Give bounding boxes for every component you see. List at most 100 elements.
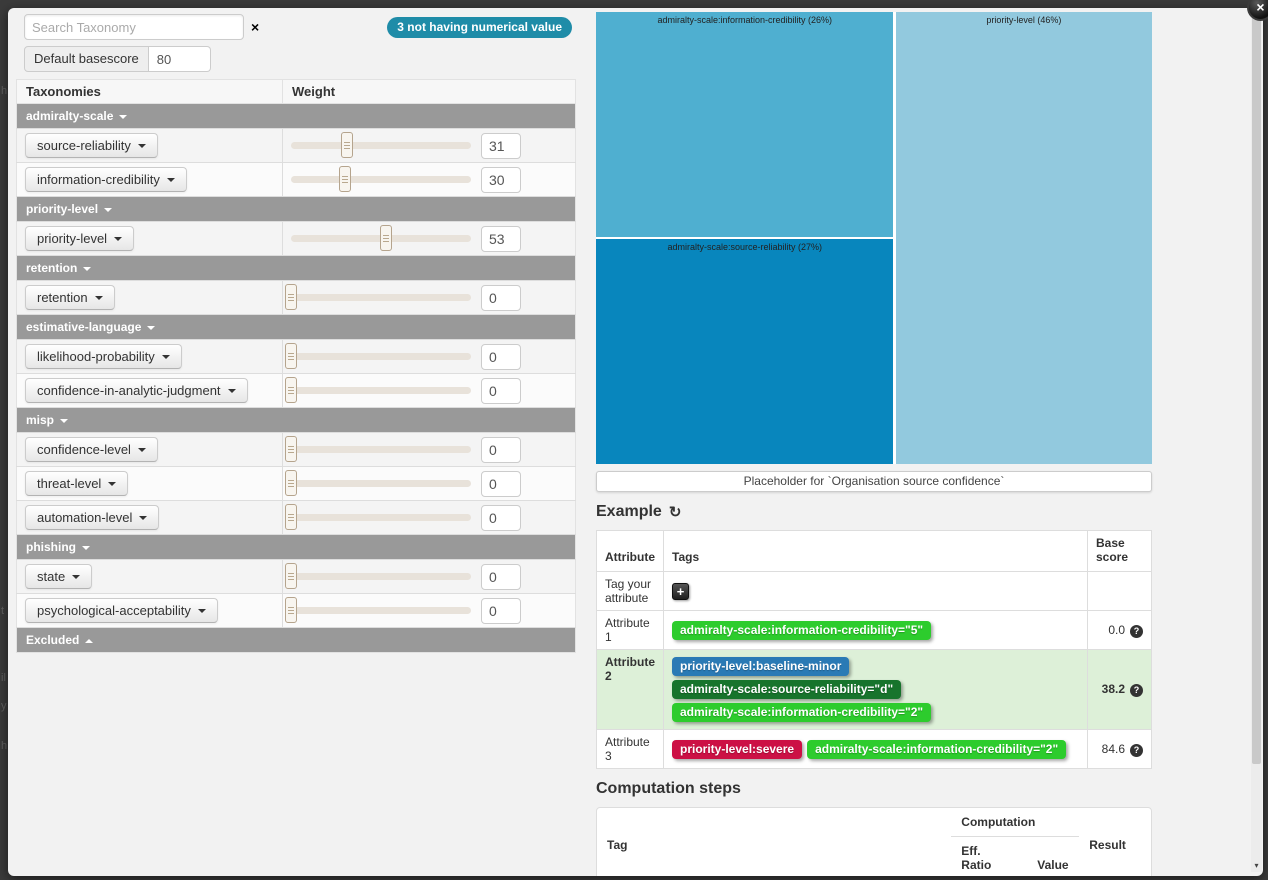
weight-input[interactable] <box>481 132 521 159</box>
question-circle-icon[interactable]: ? <box>1130 743 1143 757</box>
slider-handle[interactable] <box>285 436 297 462</box>
refresh-icon[interactable]: ↻ <box>668 504 682 521</box>
slider-handle[interactable] <box>285 377 297 403</box>
chevron-down-icon <box>139 515 148 520</box>
value-column-header: Value <box>1027 836 1080 876</box>
weight-input[interactable] <box>481 597 521 624</box>
slider-handle[interactable] <box>340 132 353 158</box>
weight-input[interactable] <box>481 377 521 404</box>
close-button[interactable]: × <box>1247 0 1268 21</box>
question-circle-icon[interactable]: ? <box>1130 624 1143 638</box>
tags-cell: priority-level:severe admiralty-scale:inf… <box>663 729 1088 769</box>
slider-handle[interactable] <box>285 343 297 369</box>
search-taxonomy-input[interactable] <box>24 14 244 40</box>
chevron-down-icon <box>83 266 92 271</box>
taxonomy-select-button[interactable]: likelihood-probability <box>25 344 182 369</box>
weight-slider[interactable] <box>285 436 471 462</box>
question-circle-icon[interactable]: ? <box>1130 684 1143 697</box>
weight-slider[interactable] <box>285 377 471 403</box>
taxonomy-select-button[interactable]: psychological-acceptability <box>25 598 218 623</box>
slider-handle[interactable] <box>285 597 297 623</box>
taxonomy-weights-modal: × 3 not having numerical value Default b… <box>8 8 1263 876</box>
default-basescore-input[interactable] <box>148 46 211 72</box>
weight-slider[interactable] <box>291 166 471 192</box>
taxonomy-select-button[interactable]: state <box>25 564 93 589</box>
taxonomy-select-button[interactable]: confidence-level <box>25 437 158 462</box>
clear-search-icon[interactable]: × <box>251 19 260 35</box>
taxonomy-select-button[interactable]: retention <box>25 285 115 310</box>
taxonomy-group-row[interactable]: admiralty-scale <box>16 103 576 129</box>
taxonomy-group-row[interactable]: retention <box>16 255 576 281</box>
weight-input[interactable] <box>481 343 521 370</box>
weight-slider[interactable] <box>285 343 471 369</box>
taxonomy-label: automation-level <box>37 510 133 525</box>
base-score-cell: 38.2? <box>1087 649 1152 730</box>
result-column-header: Result <box>1089 837 1126 852</box>
weight-slider[interactable] <box>291 132 471 158</box>
taxonomy-group-row[interactable]: misp <box>16 407 576 433</box>
add-tag-button[interactable]: + <box>672 582 689 600</box>
taxonomy-row: state <box>16 559 576 594</box>
example-header-tags: Tags <box>663 530 1088 572</box>
modal-scrollbar[interactable]: ▾ <box>1251 14 1262 872</box>
weight-slider[interactable] <box>285 563 471 589</box>
taxonomy-select-button[interactable]: source-reliability <box>25 133 158 158</box>
chevron-down-icon <box>82 545 90 550</box>
weight-input[interactable] <box>481 563 521 590</box>
chevron-down-icon <box>108 481 117 486</box>
weight-input[interactable] <box>481 225 521 252</box>
weight-input[interactable] <box>481 504 521 531</box>
taxonomy-select-button[interactable]: information-credibility <box>25 167 187 192</box>
excluded-group-row[interactable]: Excluded <box>16 627 576 653</box>
slider-handle[interactable] <box>285 504 297 530</box>
treemap-node: admiralty-scale:source-reliability (27%) <box>596 238 894 464</box>
weight-slider[interactable] <box>285 284 471 310</box>
taxonomy-select-button[interactable]: confidence-in-analytic-judgment <box>25 378 248 403</box>
chevron-down-icon <box>161 354 170 359</box>
example-row: Attribute 1 admiralty-scale:information-c… <box>596 610 1152 650</box>
tags-cell: + <box>663 571 1088 611</box>
taxonomy-label: psychological-acceptability <box>37 603 191 618</box>
slider-handle[interactable] <box>285 284 297 310</box>
weight-input[interactable] <box>481 436 521 463</box>
taxonomy-select-button[interactable]: automation-level <box>25 505 160 530</box>
chevron-up-icon <box>85 638 94 643</box>
weight-input[interactable] <box>481 470 521 497</box>
taxonomy-row: source-reliability <box>16 128 576 163</box>
weight-slider[interactable] <box>285 597 471 623</box>
slider-handle[interactable] <box>380 225 393 251</box>
chevron-down-icon <box>60 418 69 423</box>
weight-slider[interactable] <box>291 225 471 251</box>
treemap-node-label: admiralty-scale:information-credibility … <box>657 15 832 25</box>
example-title-text: Example <box>596 503 662 520</box>
taxonomy-group-row[interactable]: phishing <box>16 534 576 560</box>
preview-panel: admiralty-scale:information-credibility … <box>596 12 1152 876</box>
computation-column-header: Computation <box>951 808 1080 837</box>
attribute-name-cell: Tag your attribute <box>596 571 664 611</box>
base-score-value: 84.6 <box>1101 741 1125 756</box>
scrollbar-thumb[interactable] <box>1252 16 1261 764</box>
taxonomy-group-row[interactable]: estimative-language <box>16 314 576 340</box>
chevron-down-icon <box>137 143 146 148</box>
slider-handle[interactable] <box>285 470 297 496</box>
example-header-attribute: Attribute <box>596 530 664 572</box>
taxonomy-group-row[interactable]: priority-level <box>16 196 576 222</box>
background-text-fragment: y <box>1 700 7 712</box>
taxonomy-select-button[interactable]: priority-level <box>25 226 135 251</box>
chevron-down-icon <box>227 388 236 393</box>
taxonomy-select-button[interactable]: threat-level <box>25 471 129 496</box>
weight-input[interactable] <box>481 166 521 193</box>
org-source-confidence-placeholder: Placeholder for `Organisation source con… <box>596 471 1152 492</box>
chevron-down-icon <box>104 207 113 212</box>
slider-handle[interactable] <box>285 563 297 589</box>
weight-slider[interactable] <box>285 470 471 496</box>
default-basescore-label: Default basescore <box>24 46 149 72</box>
weight-input[interactable] <box>481 284 521 311</box>
scrollbar-down-arrow-icon[interactable]: ▾ <box>1254 861 1259 870</box>
tag-column-header: Tag <box>607 837 628 852</box>
weight-slider[interactable] <box>285 504 471 530</box>
example-row: Attribute 3 priority-level:severe admiralt… <box>596 729 1152 769</box>
slider-handle[interactable] <box>339 166 351 192</box>
taxonomy-label: likelihood-probability <box>37 349 155 364</box>
chevron-down-icon <box>119 114 128 119</box>
